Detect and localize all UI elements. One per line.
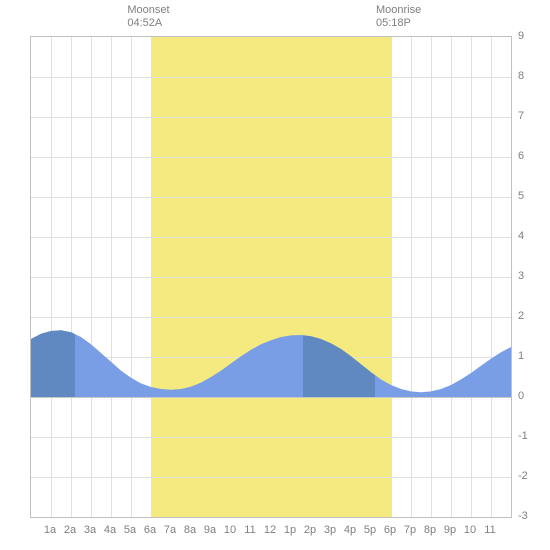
- x-tick-label: 3a: [84, 524, 96, 536]
- x-tick-label: 7a: [164, 524, 176, 536]
- x-tick-label: 9p: [444, 524, 456, 536]
- y-tick-label: 4: [518, 230, 524, 242]
- x-tick-label: 3p: [324, 524, 336, 536]
- x-tick-label: 6p: [384, 524, 396, 536]
- x-tick-label: 5p: [364, 524, 376, 536]
- x-tick-label: 1a: [44, 524, 56, 536]
- y-tick-label: -2: [518, 470, 528, 482]
- x-tick-label: 10: [224, 524, 236, 536]
- moonrise-time: 05:18P: [376, 17, 421, 30]
- x-tick-label: 10: [464, 524, 476, 536]
- x-tick-label: 7p: [404, 524, 416, 536]
- y-tick-label: 8: [518, 70, 524, 82]
- x-tick-label: 12: [264, 524, 276, 536]
- moonset-title: Moonset: [127, 4, 169, 17]
- y-tick-label: 2: [518, 310, 524, 322]
- x-tick-label: 1p: [284, 524, 296, 536]
- y-tick-label: -3: [518, 510, 528, 522]
- moonset-time: 04:52A: [127, 17, 169, 30]
- x-tick-label: 8a: [184, 524, 196, 536]
- x-tick-label: 2p: [304, 524, 316, 536]
- x-tick-label: 11: [244, 524, 255, 536]
- y-tick-label: 1: [518, 350, 524, 362]
- tide-chart: Moonset 04:52A Moonrise 05:18P -3-2-1012…: [0, 0, 550, 550]
- x-tick-label: 9a: [204, 524, 216, 536]
- x-tick-label: 5a: [124, 524, 136, 536]
- x-tick-label: 6a: [144, 524, 156, 536]
- y-tick-label: 5: [518, 190, 524, 202]
- x-tick-label: 11: [484, 524, 495, 536]
- x-tick-label: 2a: [64, 524, 76, 536]
- moonrise-label: Moonrise 05:18P: [376, 4, 421, 30]
- plot-area: [30, 36, 512, 518]
- moon-event-labels: Moonset 04:52A Moonrise 05:18P: [0, 4, 550, 34]
- y-tick-label: 3: [518, 270, 524, 282]
- moonrise-title: Moonrise: [376, 4, 421, 17]
- y-tick-label: 7: [518, 110, 524, 122]
- x-tick-label: 4p: [344, 524, 356, 536]
- y-tick-label: 0: [518, 390, 524, 402]
- y-tick-label: 6: [518, 150, 524, 162]
- x-tick-label: 4a: [104, 524, 116, 536]
- moonset-label: Moonset 04:52A: [127, 4, 169, 30]
- y-tick-label: 9: [518, 30, 524, 42]
- zero-line: [31, 397, 511, 398]
- y-tick-label: -1: [518, 430, 528, 442]
- tide-area: [31, 37, 511, 517]
- x-tick-label: 8p: [424, 524, 436, 536]
